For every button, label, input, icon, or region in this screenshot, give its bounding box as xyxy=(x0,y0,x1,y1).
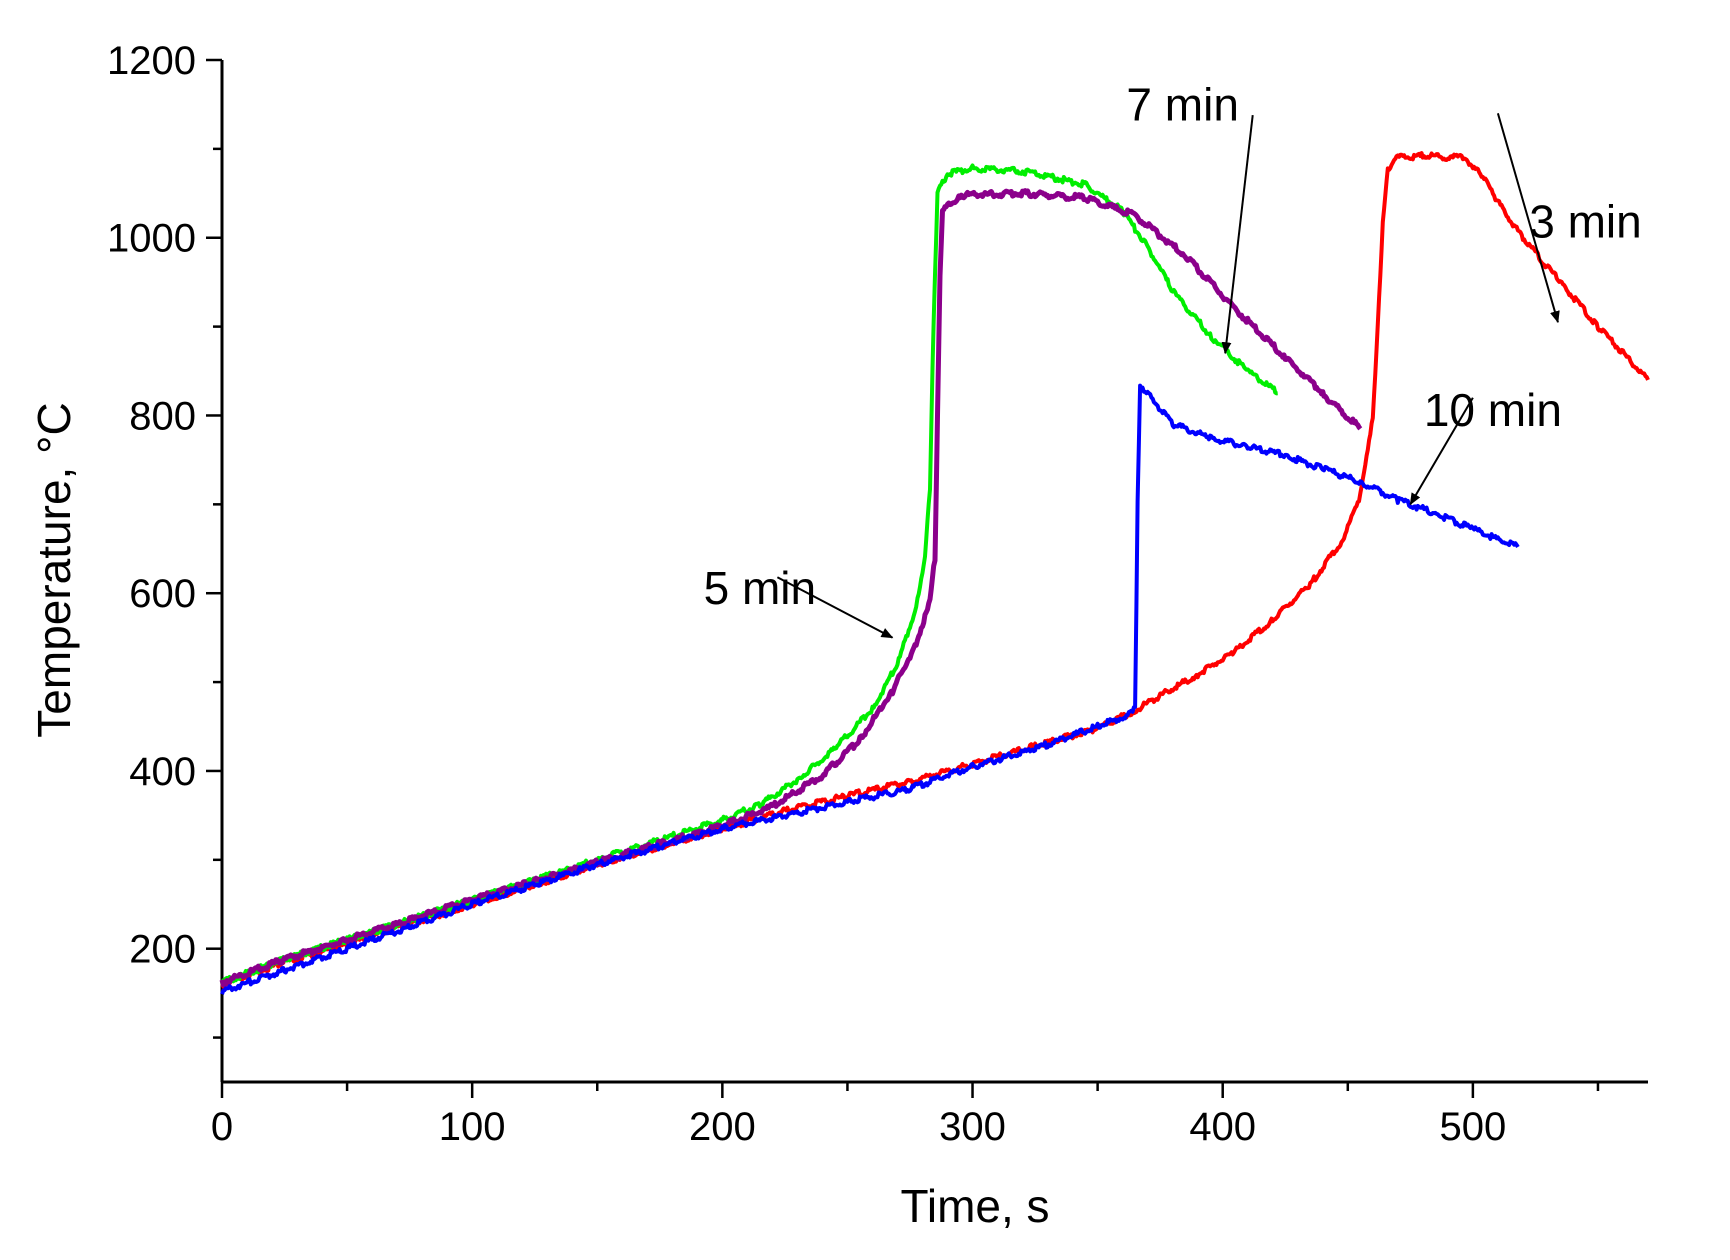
annotation-label-3-min: 3 min xyxy=(1529,196,1641,248)
annotation-arrow-10-min xyxy=(1409,397,1474,506)
series-group xyxy=(219,151,1650,995)
x-tick-label: 400 xyxy=(1189,1105,1256,1149)
series-line-10-min xyxy=(220,383,1520,995)
x-tick-label: 500 xyxy=(1440,1105,1507,1149)
x-tick-label: 300 xyxy=(939,1105,1006,1149)
annotation-arrow-5-min xyxy=(776,576,894,639)
x-tick-label: 200 xyxy=(689,1105,756,1149)
y-axis-title: Temperature, °C xyxy=(28,402,80,737)
y-tick-label: 200 xyxy=(129,928,196,972)
y-tick-label: 1200 xyxy=(107,39,196,83)
x-tick-label: 100 xyxy=(439,1105,506,1149)
annotation-arrow-3-min xyxy=(1496,113,1560,324)
annotation-label-7-min: 7 min xyxy=(1126,78,1238,130)
y-tick-label: 400 xyxy=(129,750,196,794)
y-tick-label: 800 xyxy=(129,394,196,438)
x-axis-title: Time, s xyxy=(900,1180,1049,1232)
y-tick-label: 600 xyxy=(129,572,196,616)
series-line-7-min xyxy=(219,188,1363,988)
y-tick-label: 1000 xyxy=(107,217,196,261)
annotation-label-10-min: 10 min xyxy=(1424,384,1562,436)
x-tick-label: 0 xyxy=(211,1105,233,1149)
axes: 0 100 200 300 400 500 200 400 600 800 1000 1200 xyxy=(107,39,1648,1149)
annotation-arrow-7-min xyxy=(1221,114,1254,355)
